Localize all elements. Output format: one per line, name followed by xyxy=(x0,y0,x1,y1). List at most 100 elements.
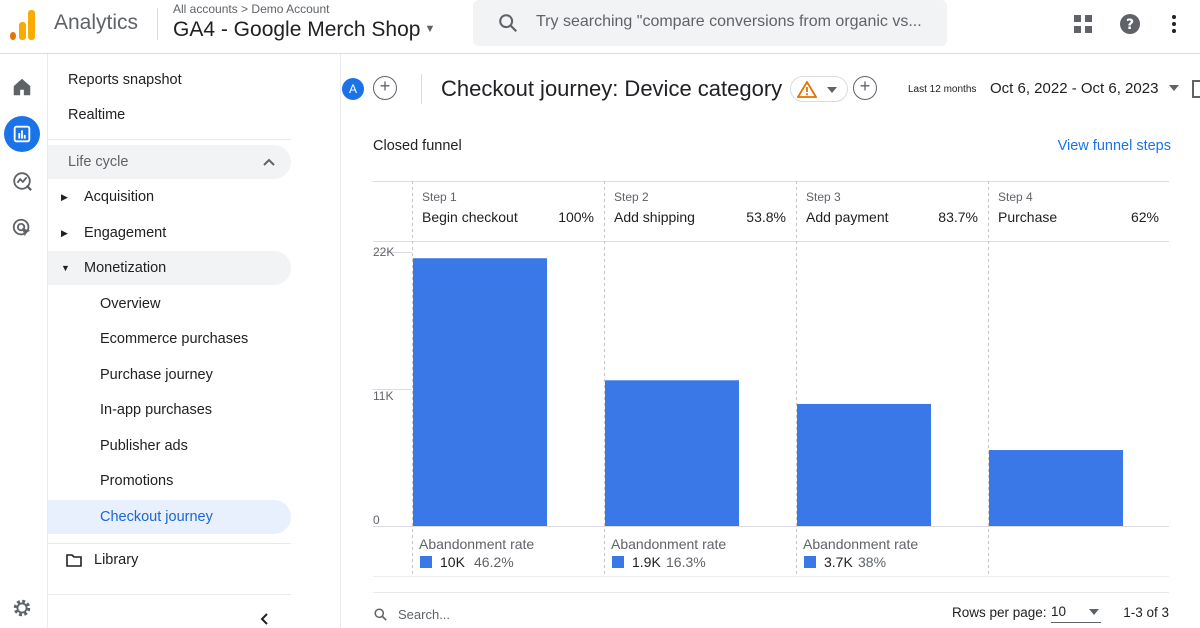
nav-purchase-journey[interactable]: Purchase journey xyxy=(100,367,213,383)
reports-nav: Reports snapshot Realtime Life cycle ▶ A… xyxy=(48,54,341,628)
step-name: Add shipping xyxy=(614,209,695,225)
top-bar: Analytics All accounts > Demo Account GA… xyxy=(0,0,1200,54)
divider xyxy=(421,74,422,104)
funnel-step-header[interactable]: Step 2 Add shipping 53.8% xyxy=(604,181,796,241)
abandonment-rate: 16.3% xyxy=(666,554,706,570)
chevron-down-icon xyxy=(827,87,837,93)
abandonment-label: Abandonment rate xyxy=(611,536,727,552)
nav-library-label: Library xyxy=(94,552,139,568)
search-icon xyxy=(499,14,518,33)
nav-publisher-ads[interactable]: Publisher ads xyxy=(100,438,188,454)
breadcrumb[interactable]: All accounts > Demo Account xyxy=(173,2,329,16)
pagination-range: 1-3 of 3 xyxy=(1123,605,1169,620)
comparison-avatar[interactable]: A xyxy=(342,78,364,100)
y-tick-label: 11K xyxy=(373,389,394,403)
funnel-step-header[interactable]: Step 1 Begin checkout 100% xyxy=(412,181,604,241)
advertising-button[interactable] xyxy=(4,210,40,246)
left-rail xyxy=(0,54,48,628)
help-icon[interactable]: ? xyxy=(1118,12,1142,36)
nav-in-app-purchases[interactable]: In-app purchases xyxy=(100,402,213,418)
nav-engagement-label: Engagement xyxy=(84,225,167,241)
nav-overview[interactable]: Overview xyxy=(100,296,161,312)
explore-button[interactable] xyxy=(4,163,40,199)
nav-acquisition-label: Acquisition xyxy=(84,189,155,205)
bar-chart-icon xyxy=(13,125,31,143)
funnel-bar xyxy=(797,403,931,526)
chevron-up-icon xyxy=(263,158,275,166)
chevron-down-icon xyxy=(1089,609,1099,615)
main-content: A + Checkout journey: Device category + … xyxy=(342,54,1200,628)
admin-button[interactable] xyxy=(4,590,40,626)
page-title: Checkout journey: Device category xyxy=(441,76,783,101)
step-number: Step 4 xyxy=(998,190,1033,204)
breadcrumb-all-accounts[interactable]: All accounts xyxy=(173,2,238,16)
nav-promotions[interactable]: Promotions xyxy=(100,473,174,489)
funnel-chart: 22K 11K 0 Step 1 Begin checkout 100% Ste… xyxy=(373,181,1169,577)
legend-swatch xyxy=(420,556,432,568)
more-vert-icon[interactable] xyxy=(1162,12,1186,36)
reports-button[interactable] xyxy=(4,116,40,152)
legend-swatch xyxy=(612,556,624,568)
rows-per-page-select[interactable]: 10 xyxy=(1051,604,1101,623)
table-search-input[interactable]: Search... xyxy=(398,607,451,622)
abandonment-cell: Abandonment rate 1.9K 16.3% xyxy=(604,533,796,577)
customize-report-icon[interactable] xyxy=(1192,80,1200,98)
step-name: Purchase xyxy=(998,209,1058,225)
funnel-step-header[interactable]: Step 3 Add payment 83.7% xyxy=(796,181,988,241)
funnel-step-header[interactable]: Step 4 Purchase 62% xyxy=(988,181,1169,241)
abandonment-count: 1.9K xyxy=(632,554,661,570)
chevron-down-icon xyxy=(1168,85,1179,91)
nav-checkout-journey[interactable]: Checkout journey xyxy=(48,500,291,534)
divider xyxy=(48,139,291,140)
nav-realtime[interactable]: Realtime xyxy=(68,107,126,123)
search-bar[interactable]: Try searching "compare conversions from … xyxy=(473,0,947,46)
nav-life-cycle[interactable]: Life cycle xyxy=(48,145,291,179)
svg-text:?: ? xyxy=(1126,17,1134,33)
nav-ecommerce-purchases[interactable]: Ecommerce purchases xyxy=(100,331,249,347)
nav-engagement[interactable]: ▶ Engagement xyxy=(48,216,291,250)
add-comparison-button[interactable]: + xyxy=(373,76,397,100)
property-selector[interactable]: GA4 - Google Merch Shop ▼ xyxy=(173,18,435,42)
funnel-bar xyxy=(413,258,547,526)
collapse-chevron-left-icon[interactable] xyxy=(258,612,272,626)
funnel-bar xyxy=(989,450,1123,526)
abandonment-count: 10K xyxy=(440,554,465,570)
apps-grid-icon[interactable] xyxy=(1071,12,1095,36)
advertising-icon xyxy=(12,218,31,237)
nav-monetization-label: Monetization xyxy=(84,260,167,276)
abandonment-cell: Abandonment rate 3.7K 38% xyxy=(796,533,988,577)
warning-dropdown[interactable] xyxy=(790,76,848,102)
step-number: Step 1 xyxy=(422,190,457,204)
legend-swatch xyxy=(804,556,816,568)
explore-icon xyxy=(13,172,32,191)
search-input[interactable]: Try searching "compare conversions from … xyxy=(536,13,922,30)
property-name: GA4 - Google Merch Shop xyxy=(173,18,421,41)
date-range-picker[interactable]: Oct 6, 2022 - Oct 6, 2023 xyxy=(990,80,1179,97)
breadcrumb-separator: > xyxy=(241,2,249,16)
chevron-down-icon: ▼ xyxy=(424,23,436,35)
date-range-value: Oct 6, 2022 - Oct 6, 2023 xyxy=(990,80,1159,97)
search-icon xyxy=(374,608,387,621)
view-funnel-steps-link[interactable]: View funnel steps xyxy=(1057,138,1171,154)
rows-per-page-label: Rows per page: xyxy=(952,605,1047,620)
step-completion-rate: 100% xyxy=(558,209,594,225)
breadcrumb-account[interactable]: Demo Account xyxy=(251,2,330,16)
warning-icon xyxy=(797,81,817,98)
folder-icon xyxy=(66,554,82,567)
nav-reports-snapshot[interactable]: Reports snapshot xyxy=(68,72,182,88)
home-button[interactable] xyxy=(4,69,40,105)
funnel-chart-svg xyxy=(373,181,1169,577)
divider xyxy=(48,594,291,595)
step-number: Step 3 xyxy=(806,190,841,204)
caret-down-icon: ▼ xyxy=(61,263,70,273)
nav-acquisition[interactable]: ▶ Acquisition xyxy=(48,180,291,214)
abandonment-cell: Abandonment rate 10K 46.2% xyxy=(412,533,604,577)
nav-life-cycle-label: Life cycle xyxy=(68,154,129,170)
add-filter-button[interactable]: + xyxy=(853,76,877,100)
step-name: Add payment xyxy=(806,209,889,225)
rows-per-page-value: 10 xyxy=(1051,604,1067,619)
nav-monetization[interactable]: ▼ Monetization xyxy=(48,251,291,285)
nav-library[interactable]: Library xyxy=(48,543,291,577)
divider xyxy=(157,8,158,40)
analytics-logo-icon[interactable] xyxy=(10,8,36,40)
